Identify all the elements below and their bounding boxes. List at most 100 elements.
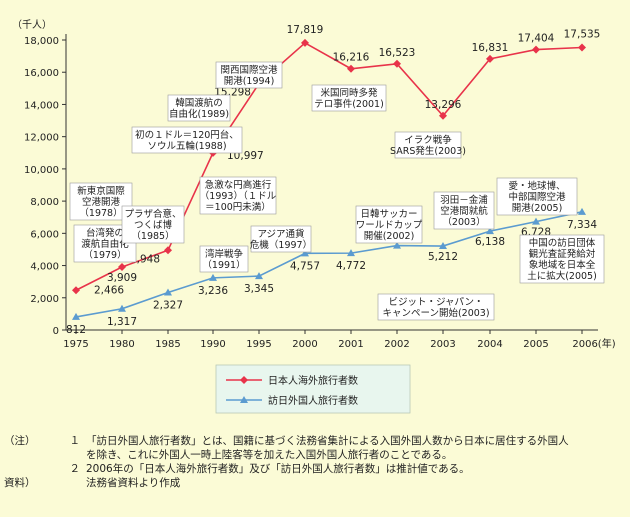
data-point bbox=[486, 54, 494, 63]
annotation-text: （1978） bbox=[79, 207, 122, 219]
annotation-box bbox=[215, 61, 283, 89]
series-line bbox=[75, 41, 583, 291]
annotation-text: つくば博 bbox=[134, 219, 173, 231]
annotation-text: 空港間就航 bbox=[440, 205, 488, 217]
data-point bbox=[532, 45, 540, 54]
y-tick-label: 10,000 bbox=[24, 165, 59, 176]
annotation-box bbox=[496, 177, 578, 216]
data-label: 3,345 bbox=[244, 283, 274, 295]
y-tick-label: 18,000 bbox=[24, 36, 59, 47]
x-tick-label: 2005 bbox=[523, 339, 548, 350]
note-row: を除き、これに外国人一時上陸客等を加えた入国外国人旅行者のことである。 bbox=[4, 448, 626, 462]
note-number bbox=[58, 476, 86, 490]
annotation-text: ソウル五輪(1988) bbox=[147, 140, 226, 152]
data-point bbox=[486, 227, 494, 235]
chart-svg: （千人） 0 2,000 4,000 6,000 8,000 10,000 12,000 14,… bbox=[12, 19, 616, 414]
notes: （注） １ 「訪日外国人旅行者数」とは、国籍に基づく法務省集計による入国外国人数… bbox=[4, 434, 626, 490]
x-tick-label: 2003 bbox=[430, 339, 455, 350]
data-point bbox=[393, 241, 401, 249]
annotation-text: 日韓サッカー bbox=[360, 209, 417, 220]
annotation-box bbox=[311, 84, 387, 112]
annotation: プラザ合意、つくば博（1985） bbox=[121, 205, 185, 244]
note-text: を除き、これに外国人一時上陸客等を加えた入国外国人旅行者のことである。 bbox=[86, 449, 453, 461]
data-point bbox=[347, 64, 355, 73]
annotation-text: 愛・地球博、 bbox=[508, 180, 565, 192]
y-tick-label: 4,000 bbox=[30, 262, 59, 273]
legend-marker bbox=[240, 396, 248, 403]
annotation-text: 急激な円高進行 bbox=[205, 179, 272, 191]
note-label bbox=[4, 448, 58, 462]
legend-box bbox=[215, 364, 411, 414]
annotation: 湾岸戦争（1991） bbox=[199, 245, 249, 273]
annotation-box bbox=[355, 205, 423, 244]
annotation-text: （1985） bbox=[131, 230, 174, 242]
data-point bbox=[439, 242, 447, 250]
y-tick-label: 16,000 bbox=[24, 68, 59, 79]
annotation-text: ワールドカップ bbox=[356, 220, 423, 231]
annotation-text: 観光査証発給対 bbox=[529, 248, 596, 260]
y-axis-unit: （千人） bbox=[12, 19, 52, 31]
data-point bbox=[118, 304, 126, 312]
data-label: 17,819 bbox=[287, 24, 324, 36]
data-label: 3,909 bbox=[107, 272, 137, 284]
annotation-text: 韓国渡航の bbox=[175, 97, 223, 109]
data-point bbox=[209, 273, 217, 281]
annotation-box bbox=[250, 225, 312, 253]
annotation-text: 新東京国際 bbox=[77, 185, 125, 197]
y-tick-label: 12,000 bbox=[24, 133, 59, 144]
annotation-text: 開港(2005) bbox=[512, 202, 563, 214]
data-label: 13,296 bbox=[425, 99, 462, 111]
annotation-text: （1993）（１ドル bbox=[200, 190, 277, 202]
annotation: ビジット・ジャパン・キャンペーン開始(2003) bbox=[377, 293, 495, 321]
note-text: 「訪日外国人旅行者数」とは、国籍に基づく法務省集計による入国外国人数から日本に居… bbox=[86, 435, 569, 447]
source-text: 法務省資料より作成 bbox=[86, 477, 181, 489]
annotation-text: 米国同時多発 bbox=[320, 87, 378, 99]
note-label: （注） bbox=[4, 435, 36, 447]
annotation-text: （2003） bbox=[442, 216, 485, 228]
note-row: （注） １ 「訪日外国人旅行者数」とは、国籍に基づく法務省集計による入国外国人数… bbox=[4, 434, 626, 448]
annotation-box bbox=[377, 293, 495, 321]
annotation-box bbox=[433, 191, 495, 230]
legend-marker bbox=[240, 376, 248, 384]
annotation-text: 渡航自由化 bbox=[81, 238, 129, 250]
annotation-text: 羽田－金浦 bbox=[440, 194, 488, 206]
data-label: 4,757 bbox=[290, 260, 320, 272]
data-point bbox=[578, 207, 586, 215]
annotation-text: ＝100円未満） bbox=[205, 201, 271, 213]
data-point bbox=[255, 272, 263, 280]
data-point bbox=[164, 288, 172, 296]
annotation-text: 台湾発の bbox=[86, 227, 124, 239]
annotation-box bbox=[199, 176, 277, 215]
data-point bbox=[72, 286, 80, 295]
y-tick-label: 14,000 bbox=[24, 100, 59, 111]
annotation-box bbox=[121, 205, 185, 244]
annotation-box bbox=[199, 245, 249, 273]
annotation-text: 土に拡大(2005) bbox=[527, 270, 597, 282]
data-label: 16,523 bbox=[379, 47, 416, 59]
data-point bbox=[301, 38, 309, 47]
annotation-text: アジア通貨 bbox=[257, 228, 304, 240]
data-point bbox=[439, 111, 447, 120]
annotation-text: 湾岸戦争 bbox=[205, 248, 244, 260]
annotation-box bbox=[394, 131, 462, 159]
annotation-text: 危機（1997） bbox=[250, 239, 312, 251]
source-label: 資料） bbox=[4, 477, 36, 489]
annotation-text: 開催(2002) bbox=[364, 230, 415, 242]
x-tick-label: 2002 bbox=[384, 339, 409, 350]
annotation-text: 開港(1994) bbox=[224, 75, 275, 87]
y-tick-label: 8,000 bbox=[30, 197, 59, 208]
annotation: 初の１ドル＝120円台、ソウル五輪(1988) bbox=[131, 126, 243, 154]
annotation-text: 関西国際空港 bbox=[220, 64, 278, 76]
data-label: 16,216 bbox=[333, 52, 370, 64]
series-inbound-visitors: 8121,3172,3273,2363,3454,7574,7725,2395,… bbox=[66, 207, 597, 336]
data-point bbox=[118, 263, 126, 272]
data-label: 5,212 bbox=[428, 251, 458, 263]
